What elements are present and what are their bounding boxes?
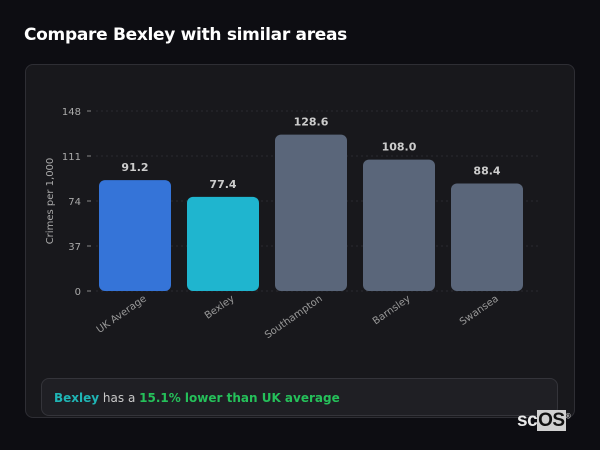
- bar-southampton: [275, 134, 347, 291]
- x-tick-label: Southampton: [263, 293, 325, 341]
- data-label: 108.0: [382, 141, 417, 154]
- insight-comparison: 15.1% lower than UK average: [139, 391, 340, 405]
- bar-uk-average: [99, 180, 171, 291]
- x-tick-label: Bexley: [203, 293, 237, 321]
- bar-bexley: [187, 196, 259, 291]
- data-label: 91.2: [121, 161, 148, 174]
- scos-logo: scOS®: [517, 410, 571, 431]
- page-title: Compare Bexley with similar areas: [24, 25, 347, 45]
- x-tick-label: UK Average: [95, 293, 149, 335]
- y-axis-label: Crimes per 1,000: [45, 158, 56, 245]
- y-tick-label: 148: [62, 107, 81, 118]
- insight-text: has a: [99, 391, 140, 405]
- insight-box: Bexley has a 15.1% lower than UK average: [41, 378, 558, 416]
- y-tick-label: 0: [75, 287, 81, 298]
- y-tick-label: 111: [62, 152, 81, 163]
- data-label: 128.6: [294, 116, 329, 129]
- y-tick-label: 37: [68, 242, 81, 253]
- bar-swansea: [451, 183, 523, 291]
- bar-barnsley: [363, 159, 435, 291]
- y-tick-label: 74: [68, 197, 81, 208]
- data-label: 77.4: [209, 178, 236, 191]
- insight-area: Bexley: [54, 391, 100, 405]
- x-tick-label: Swansea: [458, 293, 501, 328]
- data-label: 88.4: [473, 164, 500, 177]
- x-tick-label: Barnsley: [371, 293, 413, 327]
